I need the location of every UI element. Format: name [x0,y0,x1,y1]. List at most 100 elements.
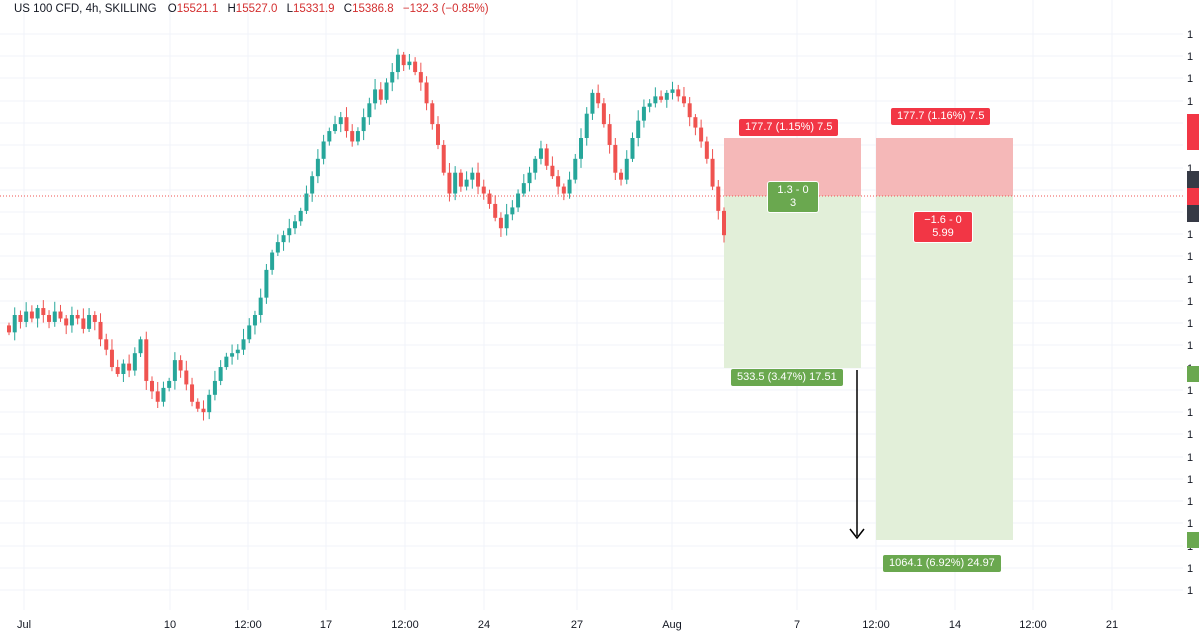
candle-up [355,131,360,142]
candle-up [304,193,309,211]
open-value: 15521.1 [176,3,219,15]
x-tick-label: 21 [1106,619,1118,631]
candle-up [69,315,74,326]
candle-down [401,54,406,66]
candle-down [29,311,34,319]
right-stop-zone[interactable] [876,138,1013,196]
right-mid-line2: 5.99 [932,227,954,239]
candle-up [670,89,675,93]
y-tick-label: 1 [1187,73,1193,85]
candle-down [424,82,429,104]
candle-up [310,176,315,194]
candle-up [407,61,412,66]
candle-up [590,92,595,114]
price-tag-dark-1 [1187,171,1199,188]
candle-down [556,176,561,187]
candle-up [315,158,320,177]
left-target-zone[interactable] [724,196,861,368]
candle-down [92,315,97,322]
y-tick-label: 1 [1187,163,1193,175]
right-target-zone[interactable] [876,196,1013,540]
close-label: C [343,3,353,15]
candle-up [470,172,475,180]
candle-down [659,96,664,100]
candle-down [144,339,149,381]
projection-arrow [849,370,865,540]
candle-up [321,141,326,159]
candle-down [430,103,435,125]
y-tick-label: 1 [1187,96,1193,108]
y-tick-label: 1 [1187,296,1193,308]
candle-down [195,401,200,409]
candle-down [104,339,109,350]
candle-up [664,92,669,100]
high-label: H [227,3,236,15]
candle-down [447,172,452,194]
change-value: −132.3 (−0.85%) [402,3,489,15]
candle-up [516,193,521,208]
candle-down [413,61,418,73]
y-tick-label: 1 [1187,385,1193,397]
candle-up [333,124,338,132]
x-tick-label: 7 [794,619,800,631]
candle-up [258,297,263,315]
y-tick-label: 1 [1187,429,1193,441]
left-stop-label: 177.7 (1.15%) 7.5 [739,119,839,136]
candle-up [138,339,143,354]
candle-up [235,349,240,354]
candle-down [487,193,492,204]
candle-up [275,242,280,253]
candle-down [41,308,46,315]
candle-down [150,380,154,392]
candle-down [18,315,23,322]
candle-up [373,89,378,104]
x-tick-label: 12:00 [862,619,890,631]
close-value: 15386.8 [352,3,394,15]
candle-up [367,103,372,118]
candle-up [384,82,389,100]
candle-up [647,103,652,107]
candle-down [619,172,624,180]
x-tick-label: 10 [164,619,176,631]
candle-up [504,214,509,229]
y-tick-label: 1 [1187,51,1193,63]
candle-up [636,120,641,138]
candle-down [498,217,503,229]
candle-up [624,158,629,180]
arrow-head [849,528,865,540]
y-tick-label: 1 [1187,496,1193,508]
candle-down [81,318,86,329]
candle-up [641,106,646,121]
left-mid-label: 1.3 - 0 3 [767,181,819,213]
candle-down [201,408,206,413]
candle-down [607,124,612,145]
candle-down [544,148,549,166]
x-tick-label: 24 [478,619,490,631]
y-tick-label: 1 [1187,452,1193,464]
candle-down [127,363,132,371]
left-target-label: 533.5 (3.47%) 17.51 [731,369,843,386]
candle-up [521,183,526,194]
candle-down [98,321,103,340]
high-value: 15527.0 [235,3,278,15]
candle-down [178,360,183,371]
candle-down [184,370,189,385]
y-axis-price-scale: 11111111111111111111111111 [1187,29,1199,597]
candle-up [567,179,572,194]
candle-down [155,391,160,402]
candle-down [64,318,69,326]
low-label: L [286,3,293,15]
candle-down [75,315,80,319]
candle-down [115,367,120,374]
candle-up [132,353,137,371]
candle-up [212,380,217,395]
candle-down [47,315,52,322]
y-tick-label: 1 [1187,340,1193,352]
candle-up [230,353,235,357]
candle-up [390,72,395,83]
candle-down [344,117,349,132]
candle-up [573,158,578,180]
y-tick-label: 1 [1187,518,1193,530]
candle-up [281,235,286,243]
